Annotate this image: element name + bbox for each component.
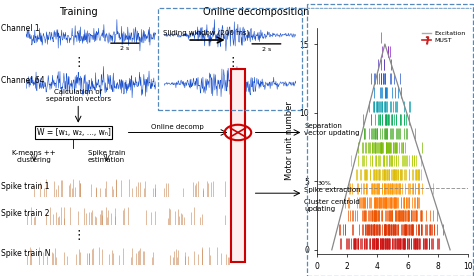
Text: Online decomposition: Online decomposition (203, 7, 309, 17)
Text: W = [w₁, w₂, ..., wₙ]: W = [w₁, w₂, ..., wₙ] (36, 128, 110, 137)
Y-axis label: Motor unit number: Motor unit number (285, 101, 294, 180)
Text: ⋮: ⋮ (226, 55, 238, 69)
Text: Training: Training (59, 7, 98, 17)
Text: ⋮: ⋮ (226, 229, 238, 242)
Text: Calculation of
separation vectors: Calculation of separation vectors (46, 89, 111, 102)
Text: 30%: 30% (318, 181, 331, 186)
Text: 2 s: 2 s (120, 46, 129, 51)
FancyBboxPatch shape (231, 69, 245, 262)
Text: Spike train
estimation: Spike train estimation (88, 150, 126, 163)
Text: Spike extraction: Spike extraction (304, 187, 361, 193)
Text: 2 s: 2 s (262, 47, 271, 52)
Text: ⋮: ⋮ (72, 229, 84, 242)
Text: Channel 1: Channel 1 (1, 25, 39, 33)
Text: Sliding window (200 ms): Sliding window (200 ms) (163, 30, 249, 36)
Legend: Excitation, MUST: Excitation, MUST (419, 28, 468, 46)
Text: ⋮: ⋮ (72, 55, 84, 69)
Text: Spike train N: Spike train N (1, 250, 50, 258)
Text: K-means ++
clustering: K-means ++ clustering (12, 150, 56, 163)
Text: Spike train 1: Spike train 1 (1, 182, 49, 191)
Text: Cluster centroid
updating: Cluster centroid updating (304, 199, 360, 212)
Text: Spike train 2: Spike train 2 (1, 209, 49, 218)
Text: Online decomp: Online decomp (151, 124, 204, 130)
Text: Separation
vector updating: Separation vector updating (304, 123, 360, 136)
Text: Channel 64: Channel 64 (1, 76, 45, 84)
